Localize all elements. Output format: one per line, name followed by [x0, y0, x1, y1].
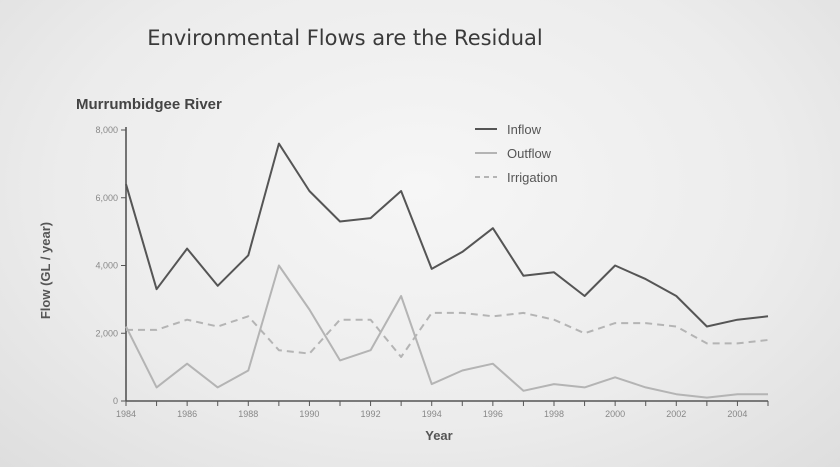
series-line-inflow [125, 142, 769, 328]
legend-label-outflow: Outflow [507, 146, 552, 161]
x-tick-label: 2004 [727, 409, 747, 419]
series-line-outflow [125, 264, 768, 399]
series-line-irrigation [126, 311, 769, 358]
x-tick-label: 1990 [299, 409, 319, 419]
y-axis-label: Flow (GL / year) [38, 222, 53, 319]
x-tick-label: 1992 [361, 409, 381, 419]
legend-label-inflow: Inflow [507, 122, 542, 137]
x-axis-ticks: 1984 1986 1988 1990 1992 1994 1996 1998 2000 2002… [116, 401, 769, 419]
legend: Inflow Outflow Irrigation [475, 122, 558, 185]
y-tick-label: 0 [113, 396, 118, 406]
x-tick-label: 1988 [238, 409, 258, 419]
x-tick-label: 2000 [605, 409, 625, 419]
chart-axes [125, 127, 768, 402]
y-tick-label: 8,000 [95, 125, 118, 135]
chart-title: Murrumbidgee River [76, 96, 222, 113]
slide-title: Environmental Flows are the Residual [147, 26, 543, 50]
x-tick-label: 1996 [483, 409, 503, 419]
x-tick-label: 1986 [177, 409, 197, 419]
x-tick-label: 1998 [544, 409, 564, 419]
y-tick-label: 4,000 [95, 261, 118, 271]
y-axis-ticks: 0 2,000 4,000 6,000 8,000 [95, 125, 126, 406]
x-tick-label: 2002 [666, 409, 686, 419]
x-axis-label: Year [425, 428, 452, 443]
x-tick-label: 1994 [422, 409, 442, 419]
series-lines [125, 142, 769, 399]
legend-label-irrigation: Irrigation [507, 170, 558, 185]
y-tick-label: 6,000 [95, 193, 118, 203]
x-tick-label: 1984 [116, 409, 136, 419]
y-tick-label: 2,000 [95, 328, 118, 338]
